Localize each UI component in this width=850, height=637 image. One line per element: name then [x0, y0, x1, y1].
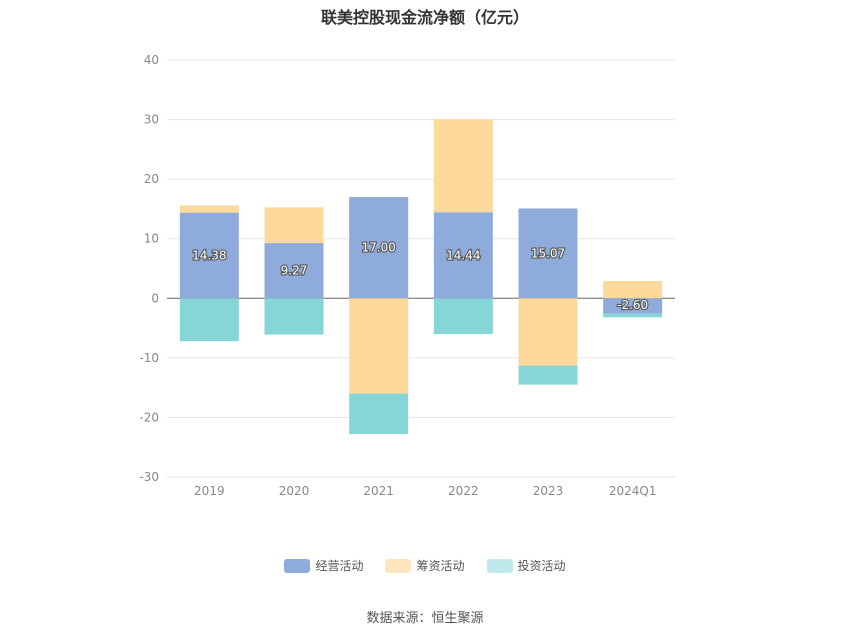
- data-label: 15.07: [531, 246, 565, 260]
- x-tick-label: 2022: [448, 484, 479, 498]
- bar-financing: [603, 281, 663, 299]
- data-source: 数据来源：恒生聚源: [366, 611, 484, 626]
- bar-investing: [433, 298, 493, 335]
- bar-operating: [433, 212, 493, 299]
- bar-financing: [518, 298, 578, 366]
- x-tick-label: 2021: [363, 484, 394, 498]
- bar-operating: [264, 243, 324, 299]
- legend-item-financing[interactable]: 筹资活动: [385, 557, 465, 574]
- legend-label-financing: 筹资活动: [416, 559, 465, 573]
- bar-financing: [264, 207, 324, 244]
- data-label: 14.44: [446, 248, 480, 262]
- bar-investing: [349, 393, 409, 435]
- bar-investing: [264, 298, 324, 335]
- data-label: -2.60: [617, 298, 648, 312]
- bar-financing: [179, 205, 239, 213]
- bar-investing: [603, 313, 663, 318]
- legend-item-investing[interactable]: 投资活动: [486, 557, 566, 574]
- y-tick-label: -20: [139, 410, 159, 424]
- bar-financing: [433, 119, 493, 213]
- y-tick-label: 0: [151, 291, 159, 305]
- legend-swatch-investing: [486, 558, 513, 573]
- legend-swatch-financing: [385, 558, 412, 573]
- legend-swatch-operating: [284, 558, 311, 573]
- bar-financing: [349, 298, 409, 394]
- y-tick-label: -10: [139, 351, 159, 365]
- y-tick-label: 20: [144, 172, 159, 186]
- x-tick-label: 2024Q1: [609, 484, 657, 498]
- bar-operating: [349, 197, 409, 299]
- y-tick-label: 40: [144, 53, 159, 67]
- x-tick-label: 2023: [533, 484, 564, 498]
- bar-operating: [603, 298, 663, 314]
- y-tick-label: -30: [139, 470, 159, 484]
- y-tick-label: 30: [144, 113, 159, 127]
- chart-legend: 经营活动 筹资活动 投资活动: [0, 557, 850, 574]
- legend-label-operating: 经营活动: [315, 559, 364, 573]
- legend-label-investing: 投资活动: [517, 559, 566, 573]
- bar-investing: [179, 298, 239, 342]
- data-label: 14.38: [192, 248, 226, 262]
- bar-operating: [179, 212, 239, 299]
- data-label: 9.27: [281, 264, 308, 278]
- bar-operating: [518, 208, 578, 299]
- x-tick-label: 2019: [194, 484, 225, 498]
- y-tick-label: 10: [144, 232, 159, 246]
- bar-investing: [518, 365, 578, 385]
- x-tick-label: 2020: [279, 484, 310, 498]
- chart-title: 联美控股现金流净额（亿元）: [320, 8, 529, 27]
- legend-item-operating[interactable]: 经营活动: [284, 557, 363, 574]
- data-label: 17.00: [361, 241, 395, 255]
